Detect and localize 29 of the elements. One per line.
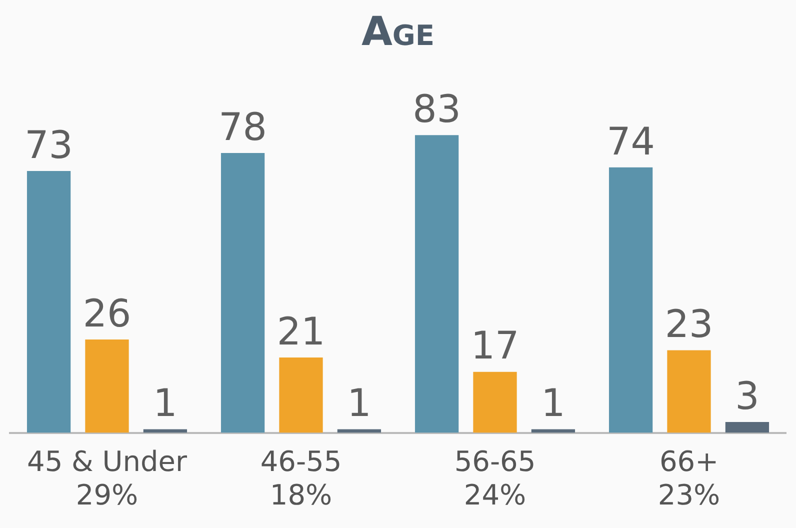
bar — [667, 350, 711, 433]
x-tick-label: 56-65 24% — [454, 444, 536, 512]
data-label: 1 — [153, 381, 178, 426]
data-label: 1 — [541, 381, 566, 426]
data-label: 1 — [347, 381, 372, 426]
data-label: 78 — [218, 104, 267, 149]
bar — [279, 357, 323, 433]
bar — [531, 429, 576, 433]
data-label: 83 — [412, 86, 461, 131]
bar — [414, 135, 459, 433]
bar — [85, 340, 129, 433]
chart-title: Age — [360, 8, 436, 57]
bar — [337, 429, 382, 433]
data-label: 73 — [24, 122, 73, 167]
data-label: 23 — [664, 302, 714, 346]
bar — [608, 167, 653, 433]
x-tick-label: 66+ 23% — [658, 444, 720, 512]
bar — [26, 170, 71, 433]
data-label: 74 — [606, 119, 655, 164]
bar — [220, 153, 265, 433]
bar — [473, 372, 517, 433]
data-label: 17 — [470, 324, 520, 368]
data-label: 3 — [735, 374, 760, 418]
bar — [725, 422, 770, 433]
x-tick-label: 45 & Under 29% — [26, 444, 188, 512]
data-label: 26 — [82, 291, 132, 336]
data-label: 21 — [276, 309, 326, 354]
x-tick-label: 46-55 18% — [260, 444, 342, 512]
bar — [143, 429, 188, 433]
